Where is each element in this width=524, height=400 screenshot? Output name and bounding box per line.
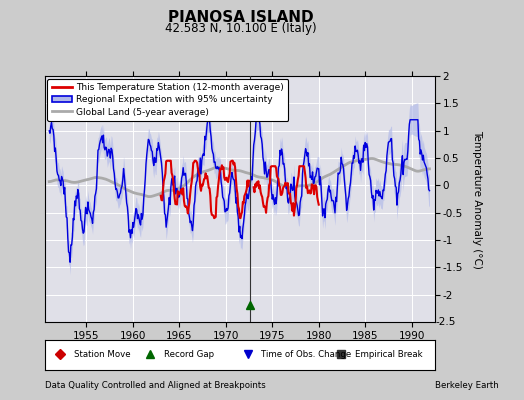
Text: Berkeley Earth: Berkeley Earth: [435, 381, 499, 390]
Legend: This Temperature Station (12-month average), Regional Expectation with 95% uncer: This Temperature Station (12-month avera…: [47, 79, 288, 121]
Text: -2.5: -2.5: [435, 317, 456, 327]
Text: Station Move: Station Move: [74, 350, 130, 359]
Text: Data Quality Controlled and Aligned at Breakpoints: Data Quality Controlled and Aligned at B…: [45, 381, 265, 390]
Text: Record Gap: Record Gap: [163, 350, 214, 359]
Text: PIANOSA ISLAND: PIANOSA ISLAND: [168, 10, 314, 25]
Text: Time of Obs. Change: Time of Obs. Change: [261, 350, 352, 359]
Text: Empirical Break: Empirical Break: [355, 350, 422, 359]
Y-axis label: Temperature Anomaly (°C): Temperature Anomaly (°C): [472, 130, 483, 268]
Text: 42.583 N, 10.100 E (Italy): 42.583 N, 10.100 E (Italy): [165, 22, 317, 35]
